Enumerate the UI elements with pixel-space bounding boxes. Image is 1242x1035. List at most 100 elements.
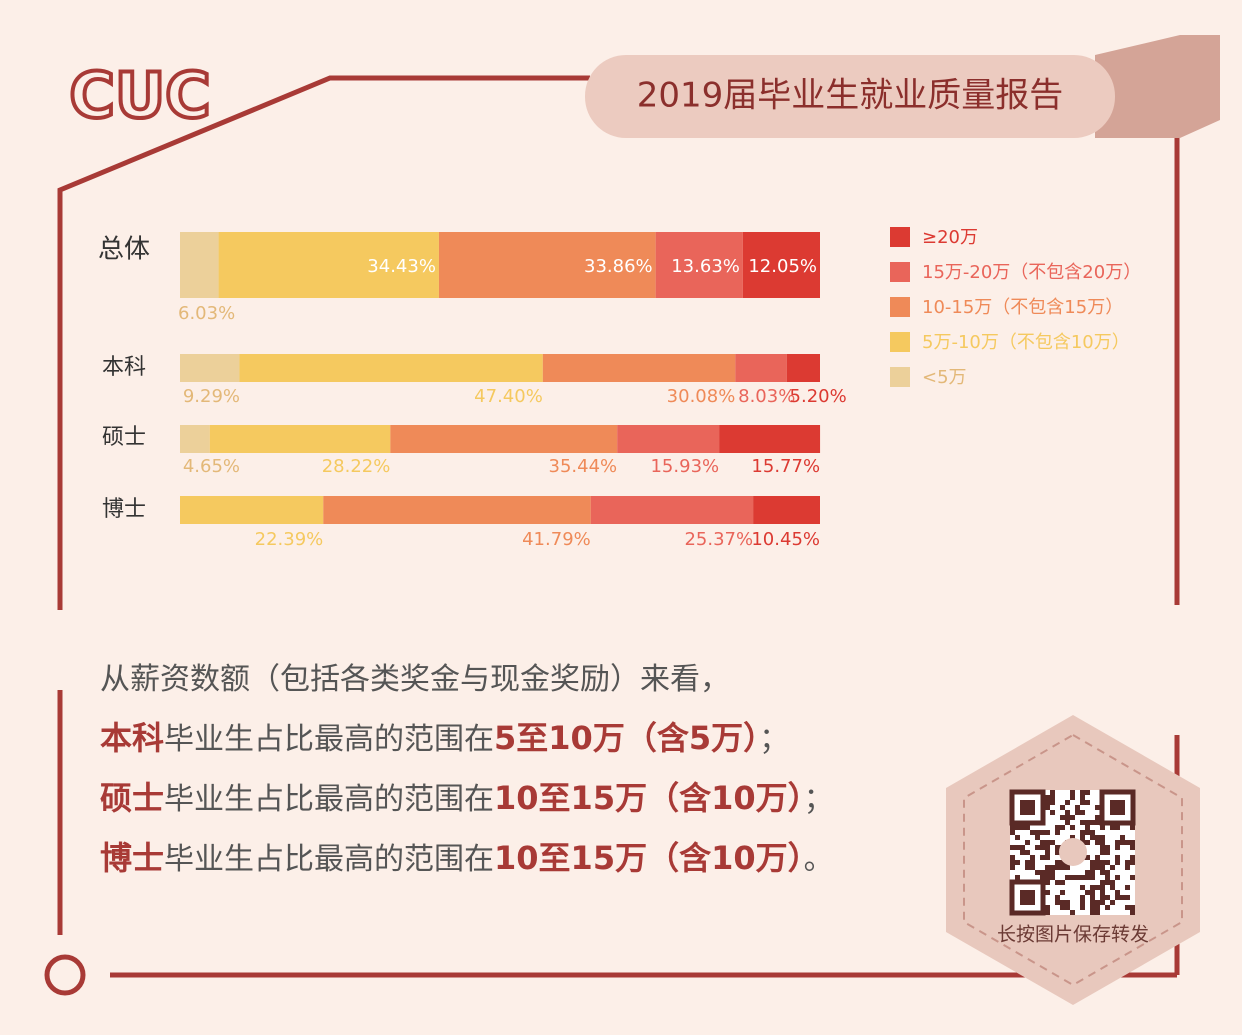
qr-cell <box>1130 910 1135 915</box>
qr-cell <box>1090 900 1095 905</box>
qr-cell <box>1045 905 1050 910</box>
qr-cell <box>1045 845 1050 850</box>
value-label: 9.29% <box>183 386 240 407</box>
qr-cell <box>1110 880 1115 885</box>
qr-cell <box>1080 790 1085 795</box>
value-label: 10.45% <box>751 529 820 550</box>
qr-cell <box>1080 795 1085 800</box>
qr-cell <box>1035 830 1040 835</box>
qr-cell <box>1130 875 1135 880</box>
qr-cell <box>1080 885 1085 890</box>
qr-cell <box>1045 850 1050 855</box>
qr-cell <box>1040 840 1045 845</box>
qr-cell <box>1065 905 1070 910</box>
qr-cell <box>1010 825 1015 830</box>
text-span: 博士 <box>100 839 164 877</box>
qr-cell <box>1095 815 1100 820</box>
qr-cell <box>1090 885 1095 890</box>
qr-cell <box>1080 905 1085 910</box>
qr-cell <box>1080 830 1085 835</box>
qr-cell <box>1075 805 1080 810</box>
qr-cell <box>1045 855 1050 860</box>
qr-cell <box>1050 810 1055 815</box>
qr-cell <box>1125 885 1130 890</box>
qr-cell <box>1040 870 1045 875</box>
qr-cell <box>1125 905 1130 910</box>
value-label: 8.03% <box>738 386 795 407</box>
qr-cell <box>1100 845 1105 850</box>
qr-cell <box>1010 845 1015 850</box>
qr-cell <box>1090 830 1095 835</box>
qr-cell <box>1080 820 1085 825</box>
qr-cell <box>1030 860 1035 865</box>
bar-segment <box>786 354 820 382</box>
category-label: 本科 <box>102 355 146 380</box>
qr-cell <box>1085 875 1090 880</box>
qr-cell <box>1120 835 1125 840</box>
qr-cell <box>1015 845 1020 850</box>
qr-finder <box>1020 890 1035 905</box>
value-label: 22.39% <box>255 529 324 550</box>
qr-cell <box>1020 825 1025 830</box>
text-span: ； <box>804 782 834 817</box>
qr-cell <box>1070 910 1075 915</box>
qr-cell <box>1045 830 1050 835</box>
text-span: 10至15万（含10万） <box>494 779 804 817</box>
bar-segment <box>390 425 618 453</box>
qr-cell <box>1095 855 1100 860</box>
qr-cell <box>1090 860 1095 865</box>
qr-cell <box>1065 865 1070 870</box>
qr-cell <box>1120 895 1125 900</box>
qr-cell <box>1100 880 1105 885</box>
qr-cell <box>1095 900 1100 905</box>
qr-cell <box>1095 865 1100 870</box>
qr-cell <box>1095 885 1100 890</box>
value-label: 33.86% <box>584 256 653 277</box>
qr-cell <box>1070 815 1075 820</box>
qr-cell <box>1045 890 1050 895</box>
qr-badge: 长按图片保存转发 <box>946 715 1200 1005</box>
qr-cell <box>1095 910 1100 915</box>
text-span: 毕业生占比最高的范围在 <box>164 722 494 757</box>
qr-cell <box>1080 800 1085 805</box>
qr-cell <box>1090 875 1095 880</box>
qr-cell <box>1050 790 1055 795</box>
qr-cell <box>1055 845 1060 850</box>
qr-cell <box>1055 880 1060 885</box>
qr-cell <box>1085 825 1090 830</box>
qr-cell <box>1070 875 1075 880</box>
qr-cell <box>1055 865 1060 870</box>
qr-cell <box>1095 840 1100 845</box>
qr-cell <box>1100 870 1105 875</box>
qr-cell <box>1125 895 1130 900</box>
qr-cell <box>1065 875 1070 880</box>
qr-cell <box>1130 840 1135 845</box>
qr-cell <box>1015 860 1020 865</box>
qr-cell <box>1105 845 1110 850</box>
qr-cell <box>1085 830 1090 835</box>
qr-cell <box>1065 810 1070 815</box>
qr-cell <box>1065 800 1070 805</box>
qr-cell <box>1055 825 1060 830</box>
qr-cell <box>1100 835 1105 840</box>
qr-cell <box>1105 905 1110 910</box>
qr-cell <box>1100 865 1105 870</box>
qr-cell <box>1040 830 1045 835</box>
qr-cell <box>1050 840 1055 845</box>
legend-label: <5万 <box>922 367 967 388</box>
logo: CUC <box>69 59 210 132</box>
qr-cell <box>1100 860 1105 865</box>
qr-cell <box>1115 825 1120 830</box>
qr-cell <box>1110 865 1115 870</box>
value-label: 15.93% <box>650 456 719 477</box>
qr-cell <box>1105 850 1110 855</box>
qr-cell <box>1035 845 1040 850</box>
qr-cell <box>1050 795 1055 800</box>
frame-line <box>57 75 590 610</box>
category-label: 博士 <box>102 497 146 522</box>
qr-cell <box>1090 870 1095 875</box>
value-label: 25.37% <box>684 529 753 550</box>
qr-cell <box>1100 840 1105 845</box>
qr-cell <box>1060 905 1065 910</box>
qr-cell <box>1060 900 1065 905</box>
